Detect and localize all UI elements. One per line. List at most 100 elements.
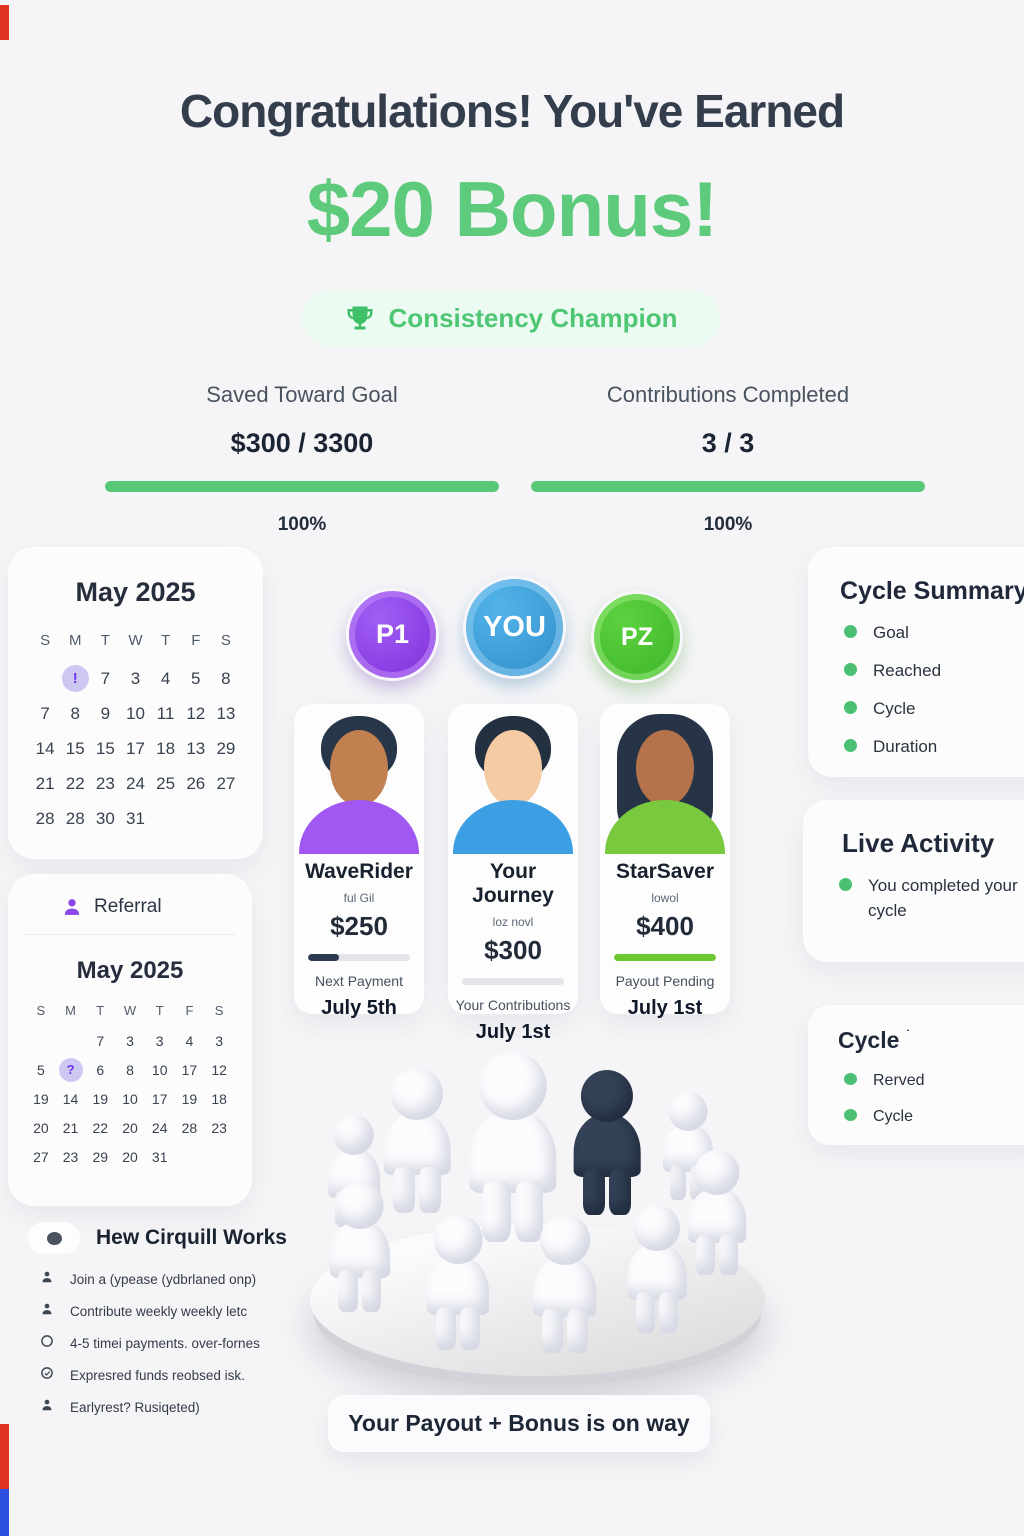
member-name: Your Journey	[472, 860, 554, 907]
stat-percent: 100%	[703, 514, 753, 535]
day-header: F	[191, 632, 201, 649]
calendar-day[interactable]: 23	[95, 773, 115, 793]
avatar-you[interactable]: YOU	[463, 576, 566, 679]
calendar-day[interactable]: 3	[130, 668, 141, 688]
calendar-day[interactable]: 5	[36, 1061, 45, 1078]
referral-label: Referral	[94, 896, 162, 917]
calendar-day[interactable]: !	[60, 661, 90, 696]
calendar-day[interactable]: 28	[65, 808, 85, 828]
calendar-day[interactable]: 19	[92, 1090, 109, 1107]
calendar-day[interactable]: 3	[215, 1032, 224, 1049]
day-header: T	[96, 1003, 105, 1018]
progress-bar	[105, 481, 499, 492]
calendar-day[interactable]: 11	[156, 703, 175, 723]
how-it-works-header: Hew Cirquill Works	[28, 1222, 318, 1254]
calendar-day[interactable]: 12	[211, 1061, 227, 1078]
calendar-day[interactable]: 28	[181, 1119, 198, 1136]
calendar-day[interactable]: 22	[92, 1119, 109, 1136]
calendar-day[interactable]: 27	[216, 773, 236, 793]
calendar-day[interactable]: 5	[191, 668, 201, 688]
stat-saved-toward-goal: Saved Toward Goal $300 / 3300 100%	[102, 382, 502, 536]
card-title: Cycle Summary	[840, 577, 1024, 605]
calendar-day[interactable]: 26	[186, 773, 206, 793]
calendar-day[interactable]: 15	[65, 738, 85, 758]
calendar-day[interactable]: 30	[95, 808, 115, 828]
calendar-day[interactable]: 18	[156, 738, 176, 758]
calendar-day[interactable]: 20	[122, 1119, 138, 1136]
calendar-day[interactable]: 9	[100, 703, 111, 723]
calendar-day[interactable]: 25	[156, 773, 176, 793]
calendar-highlight[interactable]: !	[61, 665, 89, 692]
calendar-day[interactable]: 10	[122, 1090, 138, 1107]
calendar-day[interactable]: 8	[70, 703, 80, 723]
calendar-day[interactable]: 10	[151, 1061, 168, 1078]
calendar-day[interactable]: 23	[211, 1119, 227, 1136]
member-card-starsaver[interactable]: StarSaver lowol $400 Payout Pending July…	[600, 704, 730, 1019]
member-amount: $300	[484, 935, 542, 965]
calendar-day[interactable]: 31	[126, 808, 145, 828]
figure-white	[685, 1150, 750, 1275]
calendar-day[interactable]: 21	[62, 1119, 79, 1136]
calendar-day[interactable]: 13	[216, 703, 236, 723]
calendar-day[interactable]: ?	[56, 1055, 86, 1084]
calendar-day[interactable]: 23	[62, 1148, 79, 1165]
calendar-day[interactable]: 4	[185, 1032, 194, 1049]
calendar-day[interactable]: 24	[126, 773, 145, 793]
calendar-day[interactable]: 8	[126, 1061, 134, 1078]
stat-percent: 100%	[277, 514, 327, 535]
member-card-your-journey[interactable]: Your Journey loz novl $300 Your Contribu…	[448, 704, 578, 1043]
member-amount: $400	[636, 911, 694, 941]
calendar-day[interactable]: 17	[151, 1090, 168, 1107]
calendar-day[interactable]: 3	[126, 1032, 134, 1049]
calendar-day[interactable]: 7	[40, 703, 50, 723]
calendar-highlight[interactable]: ?	[58, 1057, 83, 1082]
calendar-day[interactable]: 4	[160, 668, 171, 688]
calendar-day[interactable]: 17	[181, 1061, 198, 1078]
person-icon	[42, 1399, 52, 1411]
calendar-day[interactable]: 3	[155, 1032, 164, 1049]
calendar-day[interactable]: 19	[33, 1090, 49, 1107]
calendar-day[interactable]: 27	[33, 1148, 49, 1165]
list-item: Duration	[844, 734, 1024, 759]
member-card-waverider[interactable]: WaveRider ful Gil $250 Next Payment July…	[294, 704, 424, 1019]
calendar-day[interactable]: 6	[96, 1061, 105, 1078]
stat-label: Saved Toward Goal	[206, 382, 398, 407]
calendar-day[interactable]: 14	[35, 738, 55, 758]
calendar-day[interactable]: 13	[186, 738, 206, 758]
calendar-day[interactable]: 14	[62, 1090, 79, 1107]
calendar-day[interactable]: 29	[216, 738, 236, 758]
calendar-day[interactable]: 17	[126, 738, 145, 758]
figure-white	[660, 1092, 716, 1200]
calendar-day[interactable]: 31	[151, 1148, 168, 1165]
live-activity-card: Live Activity You completed your cycle	[803, 800, 1024, 962]
progress-fill	[614, 954, 716, 961]
cycle-summary-card: Cycle Summary Goal Reached Cycle Duration	[808, 547, 1024, 777]
calendar-day[interactable]: 12	[186, 703, 206, 723]
member-label: Your Contributions	[455, 997, 571, 1013]
avatar-pz[interactable]: PZ	[591, 591, 683, 683]
calendar-day[interactable]: 24	[151, 1119, 168, 1136]
green-dot-icon	[844, 663, 857, 676]
bullet-list: Rerved Cycle	[808, 1068, 1024, 1129]
how-it-works-text: Contribute weekly weekly letc	[70, 1304, 248, 1319]
calendar-day[interactable]: 22	[65, 773, 85, 793]
calendar-day[interactable]: 29	[92, 1148, 109, 1165]
calendar-day[interactable]: 15	[95, 738, 115, 758]
bullet-list: Goal Reached Cycle Duration	[808, 620, 1024, 759]
calendar-day[interactable]: 19	[181, 1090, 198, 1107]
calendar-day[interactable]: 8	[221, 668, 231, 688]
member-date: July 1st	[627, 997, 703, 1019]
calendar-day[interactable]: 20	[33, 1119, 49, 1136]
list-item: You completed your cycle	[839, 873, 1024, 923]
green-dot-icon	[844, 1073, 857, 1085]
calendar-day[interactable]: 28	[35, 808, 55, 828]
avatar-p1[interactable]: P1	[346, 588, 439, 681]
stat-value: 3 / 3	[701, 428, 755, 458]
calendar-day[interactable]: 20	[122, 1148, 138, 1165]
calendar-day[interactable]: 7	[100, 668, 111, 688]
calendar-day[interactable]: 18	[211, 1090, 227, 1107]
calendar-day[interactable]: 21	[35, 773, 55, 793]
calendar-day[interactable]: 10	[126, 703, 145, 723]
calendar-day[interactable]: 7	[96, 1032, 105, 1049]
